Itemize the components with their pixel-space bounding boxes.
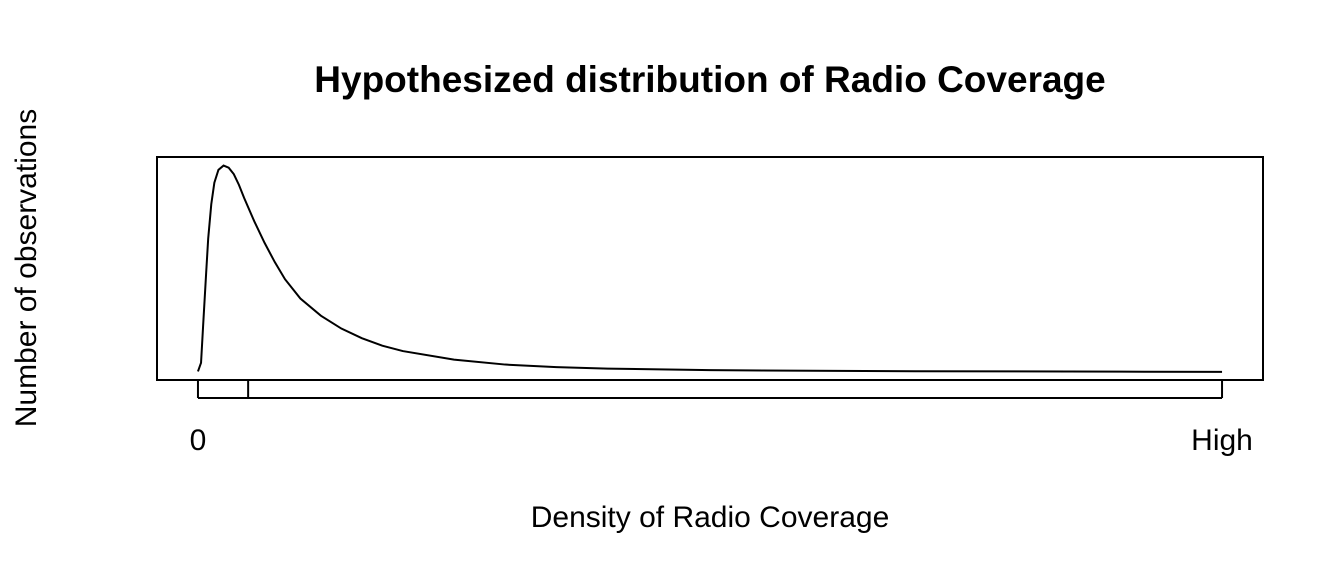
y-axis-label: Number of observations (10, 109, 43, 428)
x-axis-ticks: 0 High (190, 380, 1253, 457)
x-axis-label: Density of Radio Coverage (531, 501, 890, 534)
plot-frame (156, 156, 1264, 381)
density-curve (197, 164, 1223, 373)
chart-title: Hypothesized distribution of Radio Cover… (314, 59, 1105, 100)
x-tick-label: 0 (190, 424, 207, 457)
x-tick-label: High (1191, 424, 1253, 457)
